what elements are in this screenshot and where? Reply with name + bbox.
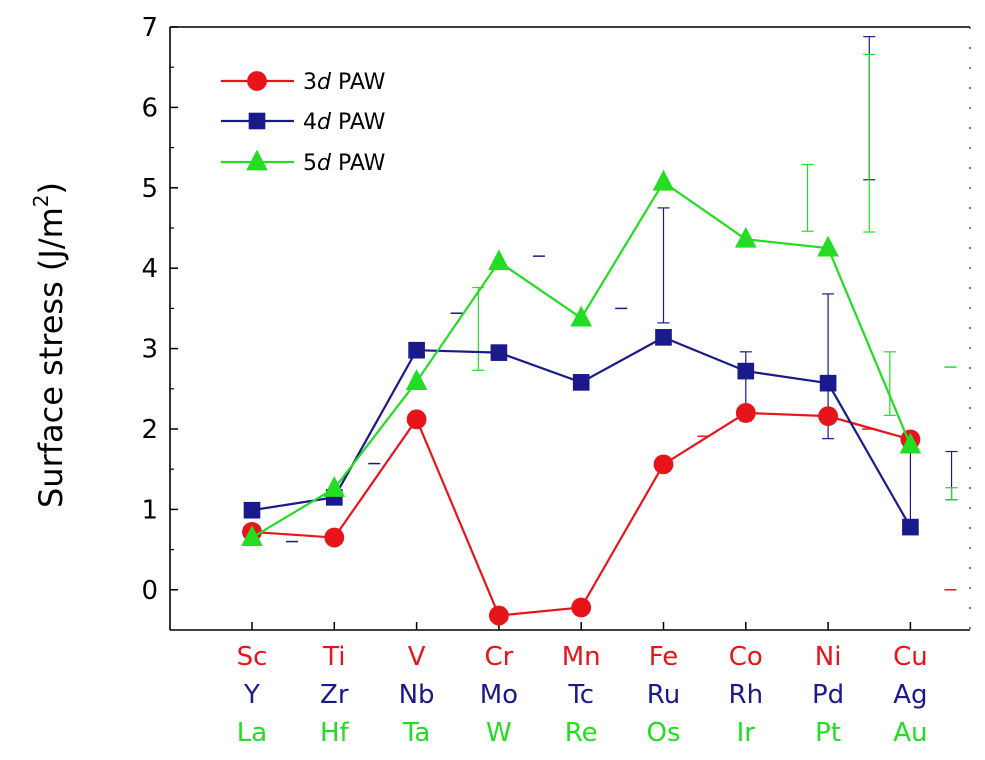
legend-label-italic: d (317, 151, 332, 176)
data-point-triangle (323, 476, 346, 497)
x-tick-label: Au (893, 718, 927, 748)
x-tick-label: Ru (647, 680, 680, 710)
y-tick-label: 7 (141, 13, 158, 43)
legend-label: 4d PAW (303, 110, 386, 135)
y-axis-label-main: Surface stress (J/m (32, 207, 70, 508)
x-tick-label: Cu (893, 642, 928, 672)
legend-label-prefix: 4 (303, 110, 317, 135)
data-point-triangle (570, 305, 592, 327)
x-tick-label: Fe (649, 642, 679, 672)
y-tick-label: 5 (141, 174, 158, 204)
x-tick-label: Os (646, 718, 680, 748)
x-tick-label: Nb (399, 680, 435, 710)
x-tick-label: Sc (237, 642, 268, 672)
data-point-circle (653, 454, 674, 475)
legend-label-suffix: PAW (331, 110, 386, 135)
x-tick-label: Mo (480, 680, 518, 710)
x-tick-label: Rh (729, 680, 764, 710)
x-tick-label: Pd (812, 680, 844, 710)
data-point-triangle (817, 235, 839, 257)
y-tick-label: 6 (141, 93, 158, 123)
data-point-circle (818, 406, 839, 427)
data-point-circle (571, 597, 592, 618)
y-axis-label-exponent: 2 (29, 194, 53, 207)
y-tick-label: 0 (141, 576, 158, 606)
data-point-circle (247, 71, 267, 91)
data-point-square (243, 501, 261, 519)
data-point-square (737, 362, 755, 380)
x-tick-label: Ta (402, 718, 431, 748)
y-tick-label: 2 (141, 415, 158, 445)
data-point-circle (406, 409, 427, 430)
data-point-triangle (735, 226, 757, 248)
x-tick-label: Pt (815, 718, 841, 748)
x-tick-label: Y (243, 680, 260, 710)
data-point-circle (324, 527, 345, 548)
y-tick-label: 1 (141, 495, 158, 525)
legend-label-suffix: PAW (331, 70, 386, 95)
legend-label-italic: d (317, 110, 332, 135)
data-point-square (655, 329, 672, 346)
data-point-triangle (241, 525, 263, 546)
x-tick-label: Cr (484, 642, 513, 672)
x-tick-label: Ir (737, 718, 756, 748)
data-point-square (408, 341, 425, 359)
y-axis-label-close: ) (32, 182, 70, 194)
x-tick-label: La (237, 718, 267, 748)
legend-label: 3d PAW (303, 70, 386, 95)
data-point-circle (735, 403, 756, 423)
x-tick-label: Co (729, 642, 763, 672)
x-tick-label: Ni (815, 642, 842, 672)
data-point-triangle (246, 149, 268, 171)
data-point-square (248, 112, 266, 130)
data-point-circle (488, 605, 509, 626)
axis-labels: Surface stress (J/m2)ScYLaTiZrHfVNbTaCrM… (29, 182, 928, 748)
error-bars (472, 36, 958, 531)
y-tick-label: 3 (141, 335, 158, 365)
data-point-triangle (405, 369, 428, 390)
series-line-4d (251, 336, 912, 528)
x-tick-label: Mn (562, 642, 601, 672)
reference-marks (286, 255, 957, 591)
data-point-square (819, 374, 837, 392)
data-point-triangle (488, 249, 510, 271)
legend-label-prefix: 5 (303, 151, 317, 176)
legend-label: 5d PAW (303, 151, 386, 176)
series-line-3d (251, 411, 911, 617)
legend-label-suffix: PAW (331, 151, 386, 176)
legend-label-prefix: 3 (303, 70, 317, 95)
x-tick-label: Ti (322, 642, 345, 672)
x-tick-label: W (486, 718, 512, 748)
x-tick-label: Tc (567, 680, 594, 710)
data-point-square (490, 344, 508, 361)
x-tick-label: Hf (320, 718, 350, 748)
data-point-triangle (899, 432, 922, 454)
legend-label-italic: d (317, 70, 332, 95)
x-tick-label: Zr (320, 680, 349, 710)
axes: 0 1 2 3 4 5 6 7 (141, 13, 971, 631)
x-tick-label: Ag (893, 680, 927, 710)
series-line-5d (251, 180, 912, 539)
x-tick-label: V (408, 642, 426, 672)
y-tick-label: 4 (141, 254, 158, 284)
data-point-square (572, 374, 590, 391)
data-series (241, 169, 922, 626)
data-point-triangle (652, 169, 675, 191)
x-tick-label: Re (565, 718, 598, 748)
data-point-square (902, 518, 919, 536)
y-axis-label: Surface stress (J/m2) (29, 182, 70, 508)
